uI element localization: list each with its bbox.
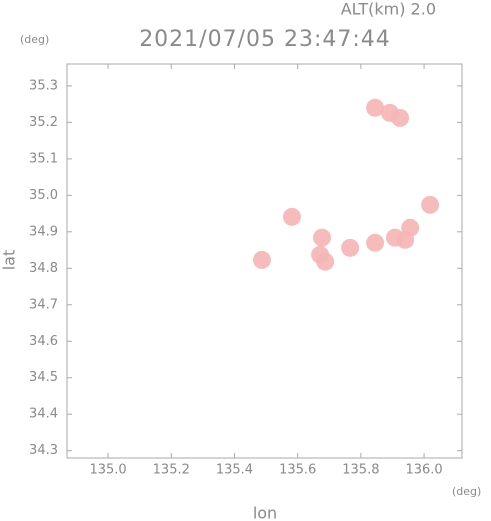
x-tick-label: 136.0 <box>405 463 442 478</box>
chart-title: 2021/07/05 23:47:44 <box>139 27 391 52</box>
echo-cell <box>252 250 271 269</box>
y-tick-label: 34.5 <box>29 370 58 385</box>
y-tick-label: 34.8 <box>29 261 58 276</box>
y-tick-label: 34.9 <box>29 224 58 239</box>
y-tick-label: 35.0 <box>29 188 58 203</box>
y-tick-label: 35.2 <box>29 115 58 130</box>
y-tick-label: 34.3 <box>29 443 58 458</box>
echo-cell <box>366 233 385 252</box>
y-tick-label: 35.1 <box>29 151 58 166</box>
echo-cell <box>282 207 301 226</box>
x-tick-label: 135.6 <box>279 463 316 478</box>
y-tick-label: 34.4 <box>29 407 58 422</box>
echo-cell <box>391 108 410 127</box>
y-tick-label: 34.6 <box>29 334 58 349</box>
echo-cell <box>313 228 332 247</box>
echo-cell <box>396 230 415 249</box>
y-tick-label: 35.3 <box>29 78 58 93</box>
x-tick-label: 135.2 <box>153 463 190 478</box>
echo-cell <box>341 238 360 257</box>
x-tick-label: 135.8 <box>342 463 379 478</box>
x-unit: (deg) <box>452 485 481 498</box>
echo-cell <box>316 252 335 271</box>
x-tick-label: 135.0 <box>89 463 126 478</box>
echo-cell <box>366 98 385 117</box>
x-axis-label: lon <box>253 504 277 521</box>
y-axis-label: lat <box>0 250 19 271</box>
y-tick-label: 34.7 <box>29 297 58 312</box>
echo-cell <box>421 195 440 214</box>
plot-frame <box>66 63 463 459</box>
y-unit: (deg) <box>20 33 49 46</box>
x-tick-label: 135.4 <box>216 463 253 478</box>
altitude-label: ALT(km) 2.0 <box>341 0 436 19</box>
